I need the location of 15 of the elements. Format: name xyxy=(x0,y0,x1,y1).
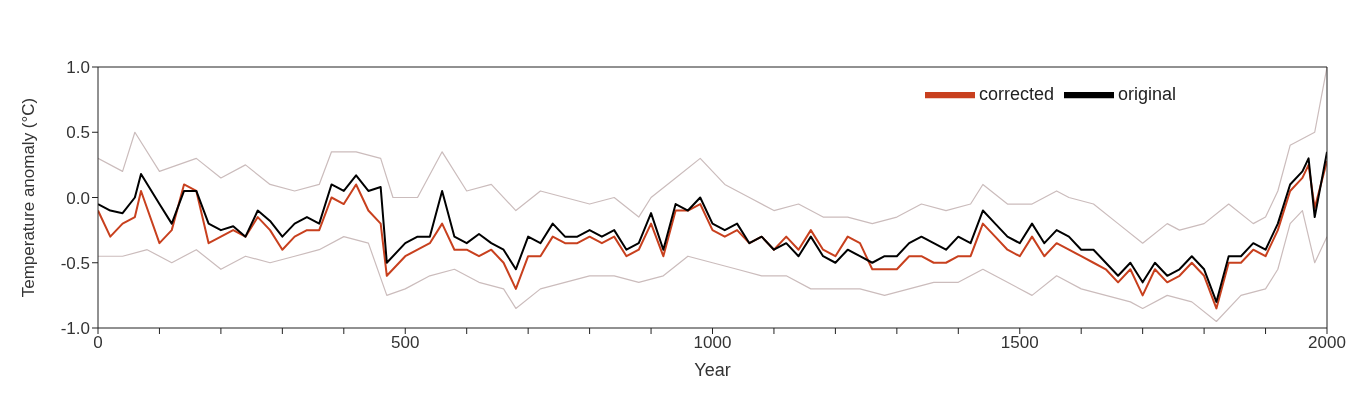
legend-label: corrected xyxy=(978,83,1054,104)
x-axis-title: Year xyxy=(694,360,731,380)
y-axis-title: Temperature anomaly (°C) xyxy=(19,97,39,298)
y-tick-label: -1.0 xyxy=(60,319,90,339)
y-tick-label: -0.5 xyxy=(60,253,90,273)
x-tick-label: 2000 xyxy=(1308,333,1346,353)
y-tick-label: 0.0 xyxy=(66,188,90,208)
x-tick-label: 1000 xyxy=(693,333,732,353)
legend-label: original xyxy=(1117,83,1176,104)
y-tick-label: 1.0 xyxy=(66,58,90,78)
y-tick-label: 0.5 xyxy=(66,123,90,143)
line-series xyxy=(98,209,1327,323)
x-tick-label: 0 xyxy=(93,333,103,353)
x-tick-label: 1500 xyxy=(1000,333,1039,353)
x-tick-label: 500 xyxy=(391,333,420,353)
